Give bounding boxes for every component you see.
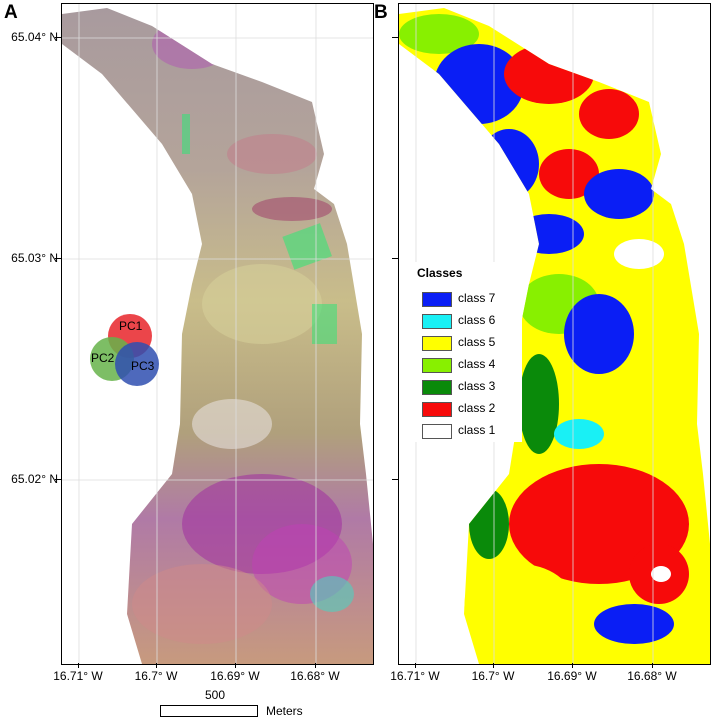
legend-label: class 3 <box>458 379 496 393</box>
lon-tick <box>235 663 236 668</box>
map-panel-b <box>398 3 711 665</box>
legend-item-class-2: class 2 <box>417 398 517 420</box>
lat-tick <box>392 479 398 480</box>
lon-label-b-16-7: 16.7° W <box>471 669 515 683</box>
legend-swatch <box>422 402 452 417</box>
lon-tick <box>156 663 157 668</box>
pc-venn-diagram: PC1 PC2 PC3 <box>90 314 159 386</box>
lon-tick <box>315 663 316 668</box>
panel-a-letter: A <box>4 2 18 23</box>
lat-tick <box>392 37 398 38</box>
legend-label: class 5 <box>458 335 496 349</box>
classification-image <box>399 4 710 664</box>
lon-label-b-16-71: 16.71° W <box>390 669 440 683</box>
scale-bar-value: 500 <box>205 688 226 702</box>
lat-tick <box>392 258 398 259</box>
classes-legend: Classes class 7 class 6 class 5 class 4 … <box>412 262 522 442</box>
pc1-label: PC1 <box>119 319 143 333</box>
legend-item-class-1: class 1 <box>417 420 517 442</box>
legend-item-class-5: class 5 <box>417 332 517 354</box>
legend-title: Classes <box>417 266 463 280</box>
lat-tick <box>55 479 61 480</box>
legend-label: class 1 <box>458 423 496 437</box>
lon-tick <box>572 663 573 668</box>
legend-item-class-6: class 6 <box>417 310 517 332</box>
lon-tick <box>493 663 494 668</box>
lon-tick <box>78 663 79 668</box>
lon-label-a-16-7: 16.7° W <box>134 669 178 683</box>
legend-item-class-4: class 4 <box>417 354 517 376</box>
lat-label-65-02: 65.02° N <box>11 472 58 486</box>
lon-label-a-16-68: 16.68° W <box>290 669 340 683</box>
legend-swatch <box>422 314 452 329</box>
legend-swatch <box>422 380 452 395</box>
pca-composite-image: PC1 PC2 PC3 <box>62 4 373 664</box>
lon-label-a-16-69: 16.69° W <box>210 669 260 683</box>
lat-label-65-04: 65.04° N <box>11 30 58 44</box>
legend-item-class-3: class 3 <box>417 376 517 398</box>
lon-label-a-16-71: 16.71° W <box>53 669 103 683</box>
panel-b-letter: B <box>374 2 388 23</box>
scale-bar <box>160 705 258 717</box>
legend-swatch <box>422 292 452 307</box>
legend-label: class 7 <box>458 291 496 305</box>
legend-swatch <box>422 424 452 439</box>
legend-label: class 4 <box>458 357 496 371</box>
lat-label-65-03: 65.03° N <box>11 251 58 265</box>
legend-item-class-7: class 7 <box>417 288 517 310</box>
scale-bar-unit: Meters <box>266 704 303 718</box>
pc3-circle <box>115 342 159 386</box>
legend-label: class 6 <box>458 313 496 327</box>
lon-label-b-16-68: 16.68° W <box>627 669 677 683</box>
legend-swatch <box>422 336 452 351</box>
pc3-label: PC3 <box>131 359 155 373</box>
lon-tick <box>415 663 416 668</box>
lat-tick <box>55 258 61 259</box>
map-panel-a: PC1 PC2 PC3 <box>61 3 374 665</box>
lat-tick <box>55 37 61 38</box>
pc2-label: PC2 <box>91 351 115 365</box>
lon-tick <box>652 663 653 668</box>
lon-label-b-16-69: 16.69° W <box>547 669 597 683</box>
legend-label: class 2 <box>458 401 496 415</box>
legend-swatch <box>422 358 452 373</box>
